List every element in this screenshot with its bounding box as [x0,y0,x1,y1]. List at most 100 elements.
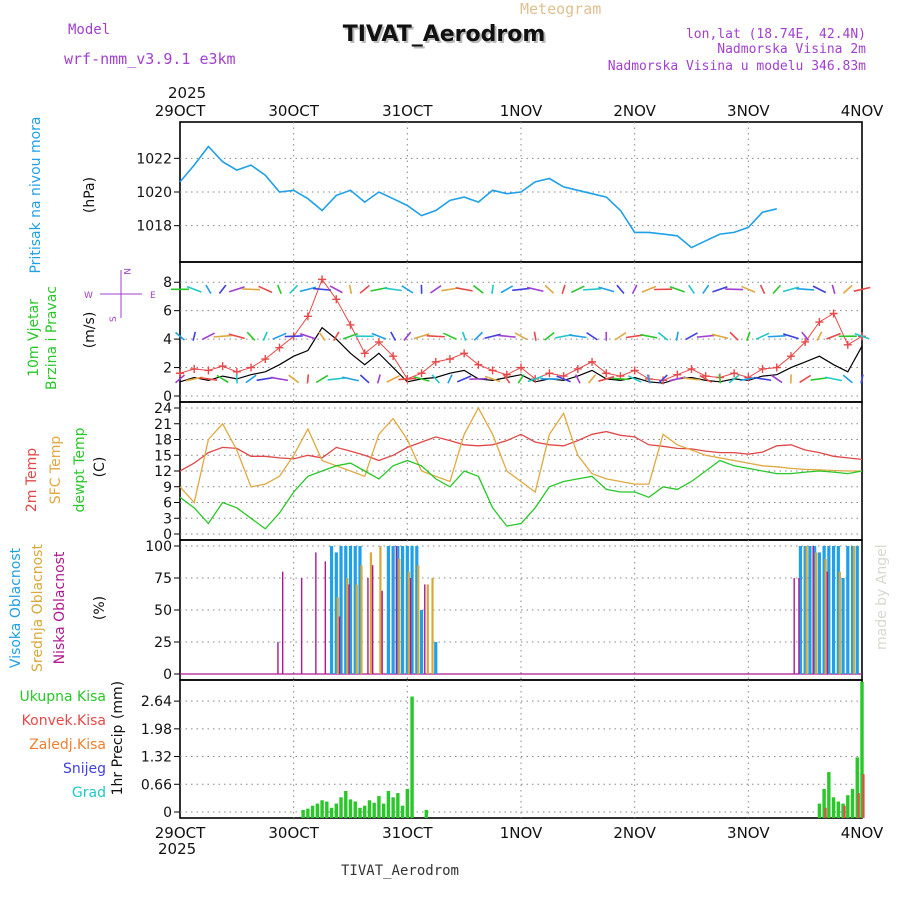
cloud-bar [808,546,812,674]
model-elevation-label: Nadmorska Visina u modelu 346.83m [608,59,866,74]
gust-marker [176,369,184,378]
footer-station: TIVAT_Aerodrom [341,863,459,879]
ytick-label: 24 [154,401,172,417]
wind-direction-arrow [413,333,430,340]
gust-marker [474,360,483,369]
wind-direction-arrow [682,377,701,381]
wind-direction-arrow [801,331,810,341]
cloud-bar [827,546,831,674]
wind-direction-arrow [598,375,615,382]
wind-direction-arrow [598,286,615,293]
wind-direction-arrow [587,374,597,384]
wind-direction-arrow [527,375,543,383]
precip-ylabel: 1hr Precip [110,725,126,796]
cloud-bar [793,578,795,674]
cloud-bar [355,584,358,674]
cloud-bar [338,616,341,674]
ytick-label: 6 [163,496,172,512]
day-label-top: 30OCT [268,102,319,120]
wind-direction-arrow [484,333,501,340]
wind-direction-arrow [205,284,212,295]
gust-marker [801,337,810,346]
precip-bar [320,800,324,818]
wind-direction-arrow [514,332,528,341]
wind-direction-arrow [658,374,668,384]
wind-direction-arrow [455,287,473,292]
wind-direction-arrow [306,374,310,384]
temp-dewpt-line [179,459,863,530]
wind-direction-arrow [586,332,598,341]
wind-direction-arrow [272,332,287,340]
cloud-ylabel-1: Visoka Oblacnost [8,547,24,668]
wind-direction-arrow [461,331,467,341]
day-label-bottom: 1NOV [500,824,543,842]
cloud-bar [391,546,395,674]
wind-direction-arrow [327,377,346,381]
wind-direction-arrow [413,375,430,382]
day-label-top: 31OCT [382,102,433,120]
wind-direction-arrow [854,332,870,340]
cloud-bar [329,546,334,674]
gust-marker [786,352,795,361]
precip-bar [372,802,376,818]
precip-bar [334,803,338,818]
precip-bar [824,807,827,818]
cloud-bar [409,578,412,674]
wind-direction-arrow [384,287,402,292]
wind-direction-arrow [746,331,751,341]
ytick-label: 75 [154,571,172,587]
ytick-label: 3 [163,511,172,527]
cloud-bar [424,584,426,674]
wind-direction-arrow [218,284,227,295]
wind-direction-arrow [332,331,340,341]
gust-marker [445,355,454,364]
gust-marker [460,349,469,358]
cloud-bar [813,546,817,674]
wind-direction-arrow [242,288,261,291]
wind-direction-arrow [262,331,268,341]
wind-direction-arrow [796,287,815,291]
gust-marker [332,295,341,304]
wind-direction-arrow [300,333,316,340]
wind-direction-arrow [500,285,514,294]
pressure-ylabel: Pritisak na nivou mora [28,116,44,273]
wind-unit: (m/s) [82,312,98,349]
cloud-bar [415,546,419,674]
gust-marker [261,355,270,364]
precip-bar [841,803,845,818]
elevation-label: Nadmorska Visina 2m [717,42,866,57]
wind-direction-arrow [359,374,370,384]
ytick-label: 6 [163,304,172,320]
wind-direction-arrow [753,376,772,382]
panel-frame-1 [179,261,863,403]
cloud-bar [277,642,279,674]
precip-bar [353,801,357,818]
wind-direction-arrow [755,332,770,341]
wind-direction-arrow [842,374,853,384]
wind-direction-arrow [517,374,525,384]
cloud-bar [410,546,414,674]
precip-bar [831,797,836,818]
wind-direction-arrow [767,334,786,338]
cloud-bar [315,552,317,674]
ytick-label: 1018 [136,219,172,235]
precip-bar [822,788,826,818]
wind-direction-arrow [359,284,370,294]
compass-s: S [109,316,119,322]
precip-unit: (mm) [110,681,126,719]
wind-direction-arrow [315,374,329,384]
wind-direction-arrow [675,331,679,341]
ytick-label: 1022 [136,151,172,167]
cloud-bar [831,546,836,674]
cloud-bar [434,642,438,674]
cloud-bar [396,546,400,674]
chart-layers [171,145,871,818]
gust-marker [204,366,213,375]
wind-direction-arrow [728,374,740,384]
day-label-top: 4NOV [841,102,884,120]
wind-direction-arrow [376,374,381,384]
precip-bar [358,807,362,818]
wind-direction-arrow [403,331,412,341]
watermark: made by Angel [874,544,890,650]
